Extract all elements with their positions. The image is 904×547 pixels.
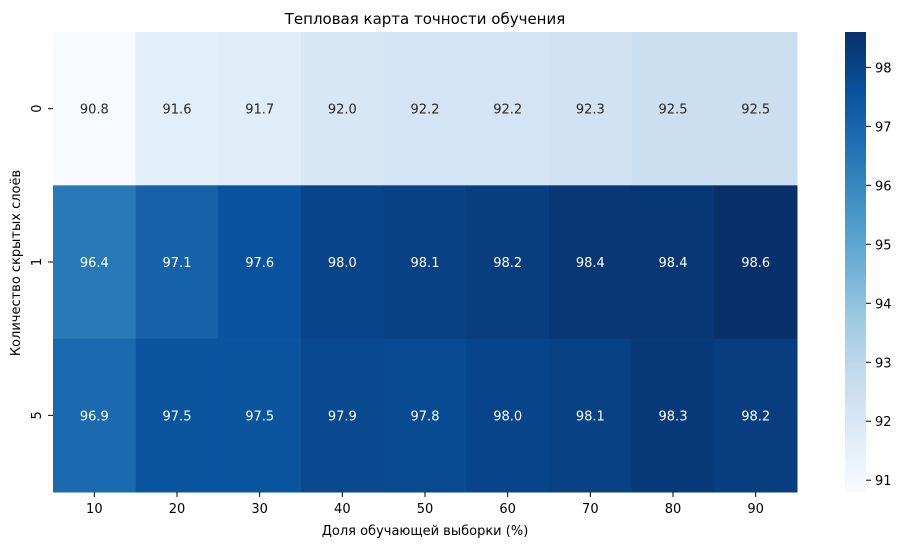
heatmap-cell	[53, 185, 137, 340]
colorbar-tick-label: 98	[875, 61, 892, 76]
x-tick-label: 10	[86, 502, 103, 517]
cell-value-label: 98.6	[741, 256, 770, 271]
cell-value-label: 97.6	[245, 256, 274, 271]
x-axis: 10 20 30 40 50 60 70 80 90	[86, 492, 764, 517]
cell-value-label: 92.5	[741, 103, 770, 118]
cell-value-label: 92.3	[576, 103, 605, 118]
x-tick-label: 90	[747, 502, 764, 517]
heatmap-cell	[631, 338, 715, 493]
cell-value-label: 92.2	[493, 103, 522, 118]
y-axis: 0 1 5	[30, 105, 53, 419]
colorbar-tick-label: 97	[875, 120, 892, 135]
heatmap-cell	[466, 338, 550, 493]
chart-title: Тепловая карта точности обучения	[284, 10, 566, 28]
heatmap-cell	[714, 185, 798, 340]
heatmap-cell	[218, 338, 302, 493]
heatmap-cell	[631, 32, 715, 186]
y-axis-label: Количество скрытых слоёв	[9, 170, 24, 356]
colorbar-tick-label: 91	[875, 474, 892, 489]
cell-value-label: 91.7	[245, 103, 274, 118]
cell-value-label: 98.2	[741, 409, 770, 424]
heatmap-cell	[714, 32, 798, 186]
heatmap-cell	[383, 185, 467, 340]
colorbar-tick-label: 95	[875, 238, 892, 253]
x-tick-label: 20	[169, 502, 186, 517]
heatmap-cells: 90.8 91.6 91.7 92.0 92.2 92.2 92.3 92.5 92.5 96.4…	[53, 32, 798, 493]
heatmap-cell	[301, 32, 385, 186]
colorbar-tick-label: 96	[875, 179, 892, 194]
cell-value-label: 92.5	[659, 103, 688, 118]
cell-value-label: 97.5	[245, 409, 274, 424]
cell-value-label: 97.1	[163, 256, 192, 271]
cell-value-label: 92.0	[328, 103, 357, 118]
colorbar-tick-label: 93	[875, 356, 892, 371]
heatmap-cell	[714, 338, 798, 493]
cell-value-label: 98.0	[493, 409, 522, 424]
cell-value-label: 92.2	[411, 103, 440, 118]
cell-value-label: 98.1	[576, 409, 605, 424]
x-tick-label: 30	[251, 502, 268, 517]
cell-value-label: 97.9	[328, 409, 357, 424]
heatmap-cell	[135, 338, 219, 493]
heatmap-cell	[218, 185, 302, 340]
y-tick-label: 0	[30, 105, 45, 113]
x-tick-label: 50	[417, 502, 434, 517]
x-tick-label: 60	[499, 502, 516, 517]
cell-value-label: 98.0	[328, 256, 357, 271]
heatmap-cell	[53, 338, 137, 493]
heatmap-cell	[301, 338, 385, 493]
cell-value-label: 98.1	[411, 256, 440, 271]
heatmap-cell	[383, 338, 467, 493]
heatmap-cell	[466, 32, 550, 186]
cell-value-label: 91.6	[163, 103, 192, 118]
colorbar-tick-label: 92	[875, 415, 892, 430]
heatmap-cell	[53, 32, 137, 186]
cell-value-label: 98.2	[493, 256, 522, 271]
x-axis-label: Доля обучающей выборки (%)	[322, 524, 529, 539]
heatmap-cell	[549, 32, 633, 186]
colorbar-ticks: 91 92 93 94 95 96 97 98	[866, 61, 892, 489]
cell-value-label: 97.5	[163, 409, 192, 424]
x-tick-label: 80	[665, 502, 682, 517]
heatmap-cell	[466, 185, 550, 340]
cell-value-label: 98.4	[576, 256, 605, 271]
cell-value-label: 96.4	[80, 256, 109, 271]
heatmap-cell	[135, 185, 219, 340]
heatmap-cell	[218, 32, 302, 186]
cell-value-label: 96.9	[80, 409, 109, 424]
y-tick-label: 1	[30, 258, 45, 266]
heatmap-cell	[135, 32, 219, 186]
heatmap-cell	[301, 185, 385, 340]
cell-value-label: 98.4	[659, 256, 688, 271]
colorbar	[845, 32, 866, 492]
heatmap-cell	[549, 185, 633, 340]
cell-value-label: 97.8	[411, 409, 440, 424]
colorbar-tick-label: 94	[875, 297, 892, 312]
x-tick-label: 70	[582, 502, 599, 517]
heatmap-cell	[549, 338, 633, 493]
heatmap-cell	[383, 32, 467, 186]
cell-value-label: 90.8	[80, 103, 109, 118]
y-tick-label: 5	[30, 411, 45, 419]
heatmap-cell	[631, 185, 715, 340]
x-tick-label: 40	[334, 502, 351, 517]
cell-value-label: 98.3	[659, 409, 688, 424]
